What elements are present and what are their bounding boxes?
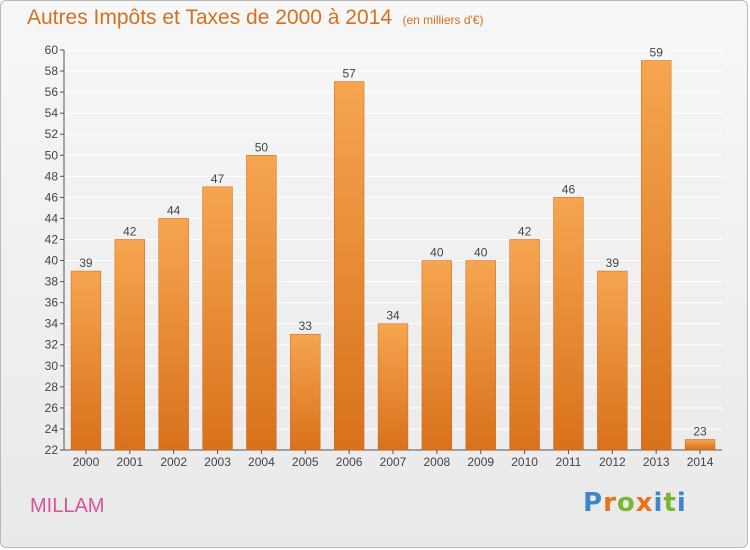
- y-tick-label: 28: [45, 380, 59, 394]
- bar-2007: [377, 323, 409, 451]
- logo-letter: i: [676, 488, 687, 518]
- logo-letter: x: [635, 488, 654, 518]
- bars: [70, 60, 716, 451]
- y-tick-label: 32: [45, 338, 59, 352]
- x-tick-label: 2008: [424, 455, 451, 469]
- bar-2001: [114, 239, 145, 451]
- x-tick-label: 2005: [292, 455, 319, 469]
- logo-letter: o: [616, 488, 636, 518]
- y-tick-label: 22: [45, 443, 59, 457]
- y-tick-label: 58: [45, 64, 59, 78]
- logo-letter: t: [663, 488, 677, 518]
- bar-2003: [202, 186, 233, 451]
- data-label-2013: 59: [650, 46, 664, 60]
- data-label-2003: 47: [211, 172, 225, 186]
- data-label-2011: 46: [562, 182, 576, 196]
- data-label-2004: 50: [255, 140, 269, 154]
- logo-letter: i: [653, 488, 664, 518]
- x-tick-label: 2001: [116, 455, 143, 469]
- y-tick-label: 24: [45, 422, 59, 436]
- x-tick-label: 2014: [687, 455, 714, 469]
- data-label-2005: 33: [299, 319, 313, 333]
- y-tick-label: 48: [45, 169, 59, 183]
- data-label-2010: 42: [518, 224, 532, 238]
- x-tick-labels: 2000 2001 2002 2003 2004 2005 2006 2007 2008 2009…: [73, 455, 714, 469]
- x-tick-label: 2006: [336, 455, 363, 469]
- y-tick-label: 50: [45, 148, 59, 162]
- logo-letter: P: [583, 488, 604, 518]
- bar-2005: [290, 333, 321, 451]
- y-tick-label: 60: [45, 43, 59, 57]
- y-tick-label: 42: [45, 232, 59, 246]
- bar-2013: [641, 60, 672, 451]
- x-tick-label: 2012: [599, 455, 626, 469]
- bar-2009: [465, 260, 496, 451]
- chart-unit: (en milliers d'€): [402, 13, 484, 27]
- bar-2002: [158, 218, 189, 451]
- y-tick-label: 26: [45, 401, 59, 415]
- y-tick-label: 44: [45, 211, 59, 225]
- data-label-2007: 34: [386, 309, 400, 323]
- bar-2008: [421, 260, 453, 451]
- y-tick-labels: 22 24 26 28 30 32 34 36 38 40 42 44 46 48 50 52 54 56 58 60: [45, 43, 59, 457]
- y-tick-label: 40: [45, 254, 59, 268]
- data-label-2002: 44: [167, 203, 181, 217]
- chart-title-row: Autres Impôts et Taxes de 2000 à 2014 (e…: [27, 6, 483, 30]
- x-tick-label: 2000: [73, 455, 100, 469]
- data-label-2014: 23: [693, 424, 707, 438]
- y-tick-label: 56: [45, 85, 59, 99]
- bar-2006: [333, 81, 365, 451]
- y-tick-label: 38: [45, 275, 59, 289]
- logo-letter: r: [603, 488, 617, 518]
- y-tick-label: 46: [45, 190, 59, 204]
- proxiti-logo[interactable]: Proxiti: [583, 488, 687, 518]
- bar-2004: [246, 155, 277, 451]
- x-tick-label: 2002: [160, 455, 187, 469]
- bar-2012: [597, 270, 628, 451]
- x-tick-label: 2009: [467, 455, 494, 469]
- x-tick-label: 2011: [556, 455, 582, 469]
- y-tick-label: 54: [45, 106, 59, 120]
- data-label-2009: 40: [474, 246, 488, 260]
- data-label-2006: 57: [342, 67, 356, 81]
- data-label-2008: 40: [430, 246, 444, 260]
- y-tick-label: 52: [45, 127, 59, 141]
- x-tick-label: 2004: [248, 455, 275, 469]
- x-tick-label: 2013: [643, 455, 670, 469]
- data-label-2012: 39: [606, 256, 620, 270]
- chart-title: Autres Impôts et Taxes de 2000 à 2014: [27, 6, 393, 29]
- x-tick-label: 2003: [204, 455, 231, 469]
- x-tick-label: 2007: [380, 455, 407, 469]
- y-tick-label: 36: [45, 296, 59, 310]
- commune-name: MILLAM: [30, 495, 105, 517]
- x-tick-label: 2010: [511, 455, 538, 469]
- bar-2011: [553, 197, 584, 451]
- data-labels: 39 42 44 47 50 33 57 34 40 40 42 46 39 59 23: [79, 46, 707, 439]
- bar-2014: [684, 439, 716, 451]
- y-tick-label: 30: [45, 359, 59, 373]
- bar-2010: [509, 239, 540, 451]
- bar-2000: [70, 270, 102, 451]
- data-label-2000: 39: [79, 256, 93, 270]
- y-tick-label: 34: [45, 317, 59, 331]
- data-label-2001: 42: [123, 224, 137, 238]
